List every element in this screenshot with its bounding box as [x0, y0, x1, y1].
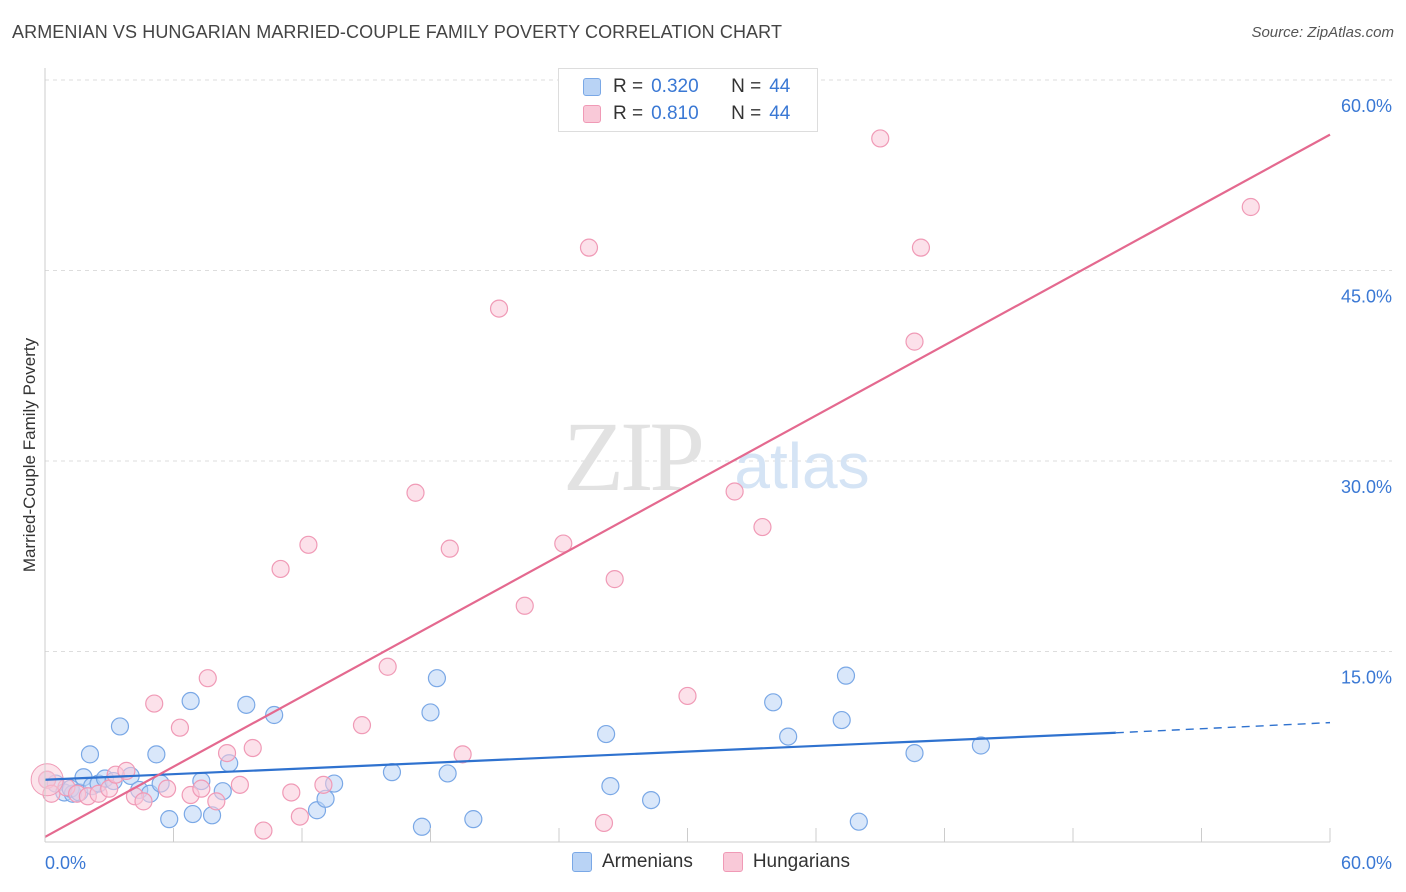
data-point-armenians — [905, 743, 924, 763]
data-point-hungarians — [192, 779, 211, 798]
legend-r-value: 0.810 — [651, 103, 699, 124]
data-point-hungarians — [453, 745, 472, 764]
data-point-hungarians — [314, 775, 333, 794]
legend-n-label: N = — [731, 103, 762, 124]
data-point-hungarians — [753, 517, 772, 537]
y-tick-label: 45.0% — [1341, 287, 1392, 307]
data-point-armenians — [438, 764, 457, 783]
y-tick-label: 60.0% — [1341, 96, 1392, 116]
legend-r-label: R = — [613, 76, 644, 97]
data-point-hungarians — [170, 718, 190, 737]
legend-swatch-hungarians — [583, 105, 601, 123]
data-point-hungarians — [440, 539, 459, 558]
data-point-armenians — [110, 717, 130, 736]
data-point-hungarians — [134, 792, 153, 811]
data-point-armenians — [382, 763, 402, 782]
data-point-armenians — [421, 703, 440, 722]
data-point-armenians — [601, 777, 620, 796]
legend-r-label: R = — [613, 103, 644, 124]
series-label-armenians: Armenians — [602, 851, 693, 872]
data-point-hungarians — [905, 332, 924, 351]
trend-line-armenians — [44, 731, 1116, 781]
legend-n-value: 44 — [769, 103, 791, 124]
data-point-hungarians — [145, 694, 164, 713]
legend-swatch-armenians — [583, 78, 601, 96]
data-point-armenians — [183, 804, 202, 824]
trend-layer — [44, 133, 1331, 838]
data-point-hungarians — [157, 779, 177, 798]
y-tick-label: 30.0% — [1341, 477, 1392, 497]
correlation-legend: R = 0.320 N = 44 R = 0.810 N = 44 — [558, 68, 818, 132]
data-point-armenians — [427, 669, 447, 688]
series-legend: Armenians Hungarians — [572, 851, 880, 873]
points-layer — [30, 129, 1260, 840]
data-point-armenians — [832, 710, 851, 730]
data-point-armenians — [181, 691, 200, 711]
data-point-hungarians — [1241, 197, 1260, 217]
legend-row-armenians: R = 0.320 N = 44 — [583, 76, 790, 98]
data-point-armenians — [265, 705, 284, 725]
legend-r-value: 0.320 — [651, 76, 699, 97]
data-point-hungarians — [489, 299, 509, 318]
data-point-hungarians — [515, 596, 534, 615]
data-point-hungarians — [871, 129, 890, 148]
data-point-hungarians — [271, 559, 290, 579]
data-point-hungarians — [605, 570, 624, 589]
legend-n-label: N = — [731, 76, 762, 97]
watermark: ZIP atlas — [563, 401, 870, 512]
data-point-hungarians — [230, 775, 249, 794]
series-legend-hungarians: Hungarians — [722, 851, 850, 873]
series-swatch-armenians — [572, 852, 592, 872]
data-point-armenians — [971, 736, 991, 755]
data-point-armenians — [464, 810, 483, 829]
trend-line-extension-armenians — [1115, 721, 1331, 734]
data-point-hungarians — [911, 238, 931, 257]
legend-n-value: 44 — [769, 76, 791, 97]
x-tick-label: 60.0% — [1341, 853, 1392, 873]
series-label-hungarians: Hungarians — [752, 851, 850, 872]
data-point-armenians — [836, 666, 856, 685]
data-point-armenians — [764, 693, 783, 712]
data-point-armenians — [641, 790, 661, 810]
series-legend-armenians: Armenians — [572, 851, 693, 873]
x-tick-label: 0.0% — [45, 853, 86, 873]
data-point-hungarians — [299, 535, 318, 554]
data-point-hungarians — [579, 238, 599, 257]
data-point-hungarians — [243, 738, 262, 758]
data-point-hungarians — [378, 657, 397, 676]
data-point-armenians — [597, 724, 616, 744]
data-point-armenians — [849, 812, 868, 831]
data-point-hungarians — [406, 483, 425, 502]
source-credit: Source: ZipAtlas.com — [1251, 24, 1394, 41]
data-point-armenians — [147, 745, 166, 764]
data-point-hungarians — [352, 716, 372, 735]
data-point-armenians — [80, 745, 100, 764]
data-point-hungarians — [217, 743, 237, 763]
data-point-hungarians — [290, 807, 309, 826]
y-tick-label: 15.0% — [1341, 668, 1392, 688]
trend-line-hungarians — [44, 133, 1331, 838]
data-point-hungarians — [254, 821, 273, 840]
data-point-armenians — [160, 810, 179, 829]
watermark-atlas: atlas — [734, 430, 869, 502]
data-point-hungarians — [207, 792, 226, 811]
data-point-hungarians — [678, 686, 697, 706]
data-point-hungarians — [198, 669, 217, 688]
data-point-hungarians — [594, 813, 614, 833]
data-point-armenians — [779, 727, 798, 746]
chart-title: ARMENIAN VS HUNGARIAN MARRIED-COUPLE FAM… — [12, 22, 783, 42]
watermark-zip: ZIP — [563, 401, 701, 512]
series-swatch-hungarians — [722, 852, 743, 872]
data-point-armenians — [237, 695, 256, 714]
axis-layer: 15.0% 30.0% 45.0% 60.0% 0.0% 60.0% — [44, 68, 1392, 873]
data-point-armenians — [412, 817, 432, 836]
grid-layer — [45, 79, 1392, 652]
data-point-hungarians — [282, 783, 301, 802]
legend-row-hungarians: R = 0.810 N = 44 — [583, 103, 790, 125]
data-point-hungarians — [725, 482, 744, 501]
data-point-hungarians — [554, 534, 573, 553]
